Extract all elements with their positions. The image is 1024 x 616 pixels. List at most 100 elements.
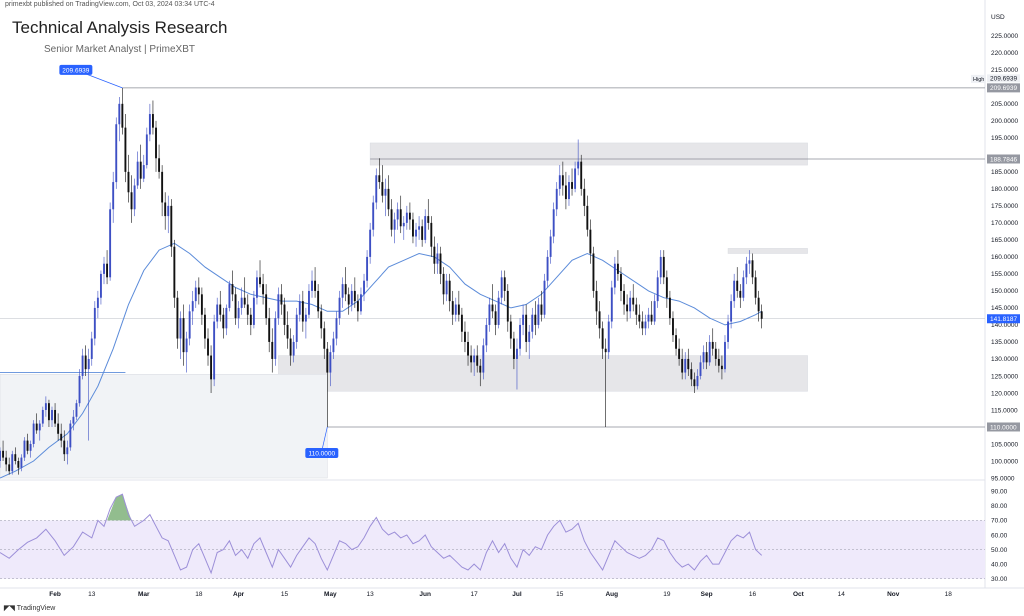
bear-candle (17, 457, 20, 475)
candle-body (139, 161, 142, 179)
time-tick-label: Jun (419, 591, 431, 598)
candle-body (314, 280, 317, 291)
bear-candle (121, 87, 124, 135)
candle-body (304, 314, 307, 322)
bull-candle (350, 284, 353, 312)
candle-body (708, 341, 711, 363)
candle-body (344, 284, 347, 295)
bear-candle (286, 311, 289, 349)
candle-body (659, 256, 662, 278)
candle-body (568, 182, 570, 200)
bear-candle (717, 348, 720, 373)
candle-body (760, 311, 763, 319)
bear-candle (356, 294, 359, 322)
candle-body (378, 175, 381, 183)
bear-candle (583, 178, 586, 217)
bear-candle (8, 457, 11, 475)
rsi-tick-label: 80.00 (991, 503, 1008, 510)
candle-body (246, 304, 249, 315)
candle-body (222, 314, 225, 329)
bull-candle (72, 409, 75, 431)
candle-body (537, 304, 540, 325)
bull-candle (341, 277, 344, 308)
bull-candle (644, 314, 647, 336)
candle-body (219, 304, 222, 315)
time-tick-label: Feb (49, 591, 61, 598)
bull-candle (415, 222, 417, 247)
bear-candle (589, 219, 592, 264)
bull-candle (148, 103, 151, 142)
bear-candle (430, 216, 433, 257)
candle-body (170, 205, 173, 247)
bear-candle (754, 270, 757, 305)
candle-body (512, 338, 515, 359)
bear-candle (564, 171, 567, 210)
bear-candle (207, 328, 209, 366)
bull-candle (29, 440, 32, 458)
bull-candle (274, 311, 277, 366)
bull-candle (748, 250, 751, 274)
candle-body (396, 209, 399, 220)
bear-candle (289, 328, 292, 366)
candle-body (182, 318, 185, 353)
candle-body (415, 229, 417, 237)
bull-candle (277, 287, 280, 325)
candle-body (464, 331, 466, 342)
bull-candle (684, 352, 687, 380)
bull-candle (516, 338, 518, 390)
candle-body (191, 301, 194, 312)
candle-body (653, 301, 656, 322)
bull-candle (375, 168, 378, 210)
candle-body (534, 314, 537, 325)
bull-candle (213, 314, 216, 387)
candle-body (133, 185, 136, 210)
candle-body (109, 209, 112, 278)
bear-candle (467, 331, 469, 366)
bull-candle (292, 335, 295, 363)
bull-candle (696, 369, 699, 390)
rsi-line (0, 493, 763, 575)
price-tick-label: 185.0000 (991, 169, 1018, 176)
candle-body (216, 304, 219, 322)
bear-candle (399, 195, 402, 234)
high-tag-value-bg (987, 74, 1020, 83)
candle-body (237, 307, 240, 319)
candle-body (623, 290, 625, 305)
tradingview-footer[interactable]: ◤◥ TradingView (4, 604, 55, 612)
candle-body (714, 348, 717, 359)
bear-candle (280, 284, 283, 315)
candle-body (448, 280, 451, 302)
candle-body (583, 188, 586, 206)
bull-candle (112, 171, 115, 223)
candle-body (341, 284, 344, 298)
candle-body (390, 209, 393, 230)
bear-candle (5, 450, 8, 472)
rsi-pane: 90.00 80.00 70.00 60.00 50.00 40.00 30.00 (0, 489, 1008, 583)
axes-layer: USD 225.0000 220.0000 215.0000 205.0000 200.0… (49, 14, 1020, 598)
candle-body (231, 284, 234, 295)
labels-layer: 209.6939 110.0000 (59, 64, 339, 458)
right-resistance-zone (727, 248, 808, 254)
price-tick-label: 215.0000 (991, 67, 1018, 74)
bear-candle (152, 100, 154, 135)
candle-body (87, 358, 90, 370)
bear-candle (668, 290, 671, 325)
bull-candle (311, 270, 313, 298)
bull-candle (574, 161, 577, 193)
bull-candle (308, 284, 310, 319)
candle-body (424, 216, 427, 240)
bear-candle (222, 307, 225, 339)
bear-candle (26, 433, 29, 455)
candle-body (519, 324, 521, 349)
candle-body (363, 280, 365, 295)
candle-body (148, 114, 151, 135)
tradingview-logo-icon: ◤◥ (4, 605, 15, 612)
bull-candle (194, 280, 197, 308)
candle-body (66, 447, 69, 455)
bull-candle (488, 297, 491, 332)
bull-candle (191, 290, 194, 325)
bull-candle (613, 256, 616, 295)
candle-body (522, 314, 525, 325)
high-tag-value: 209.6939 (990, 75, 1017, 82)
